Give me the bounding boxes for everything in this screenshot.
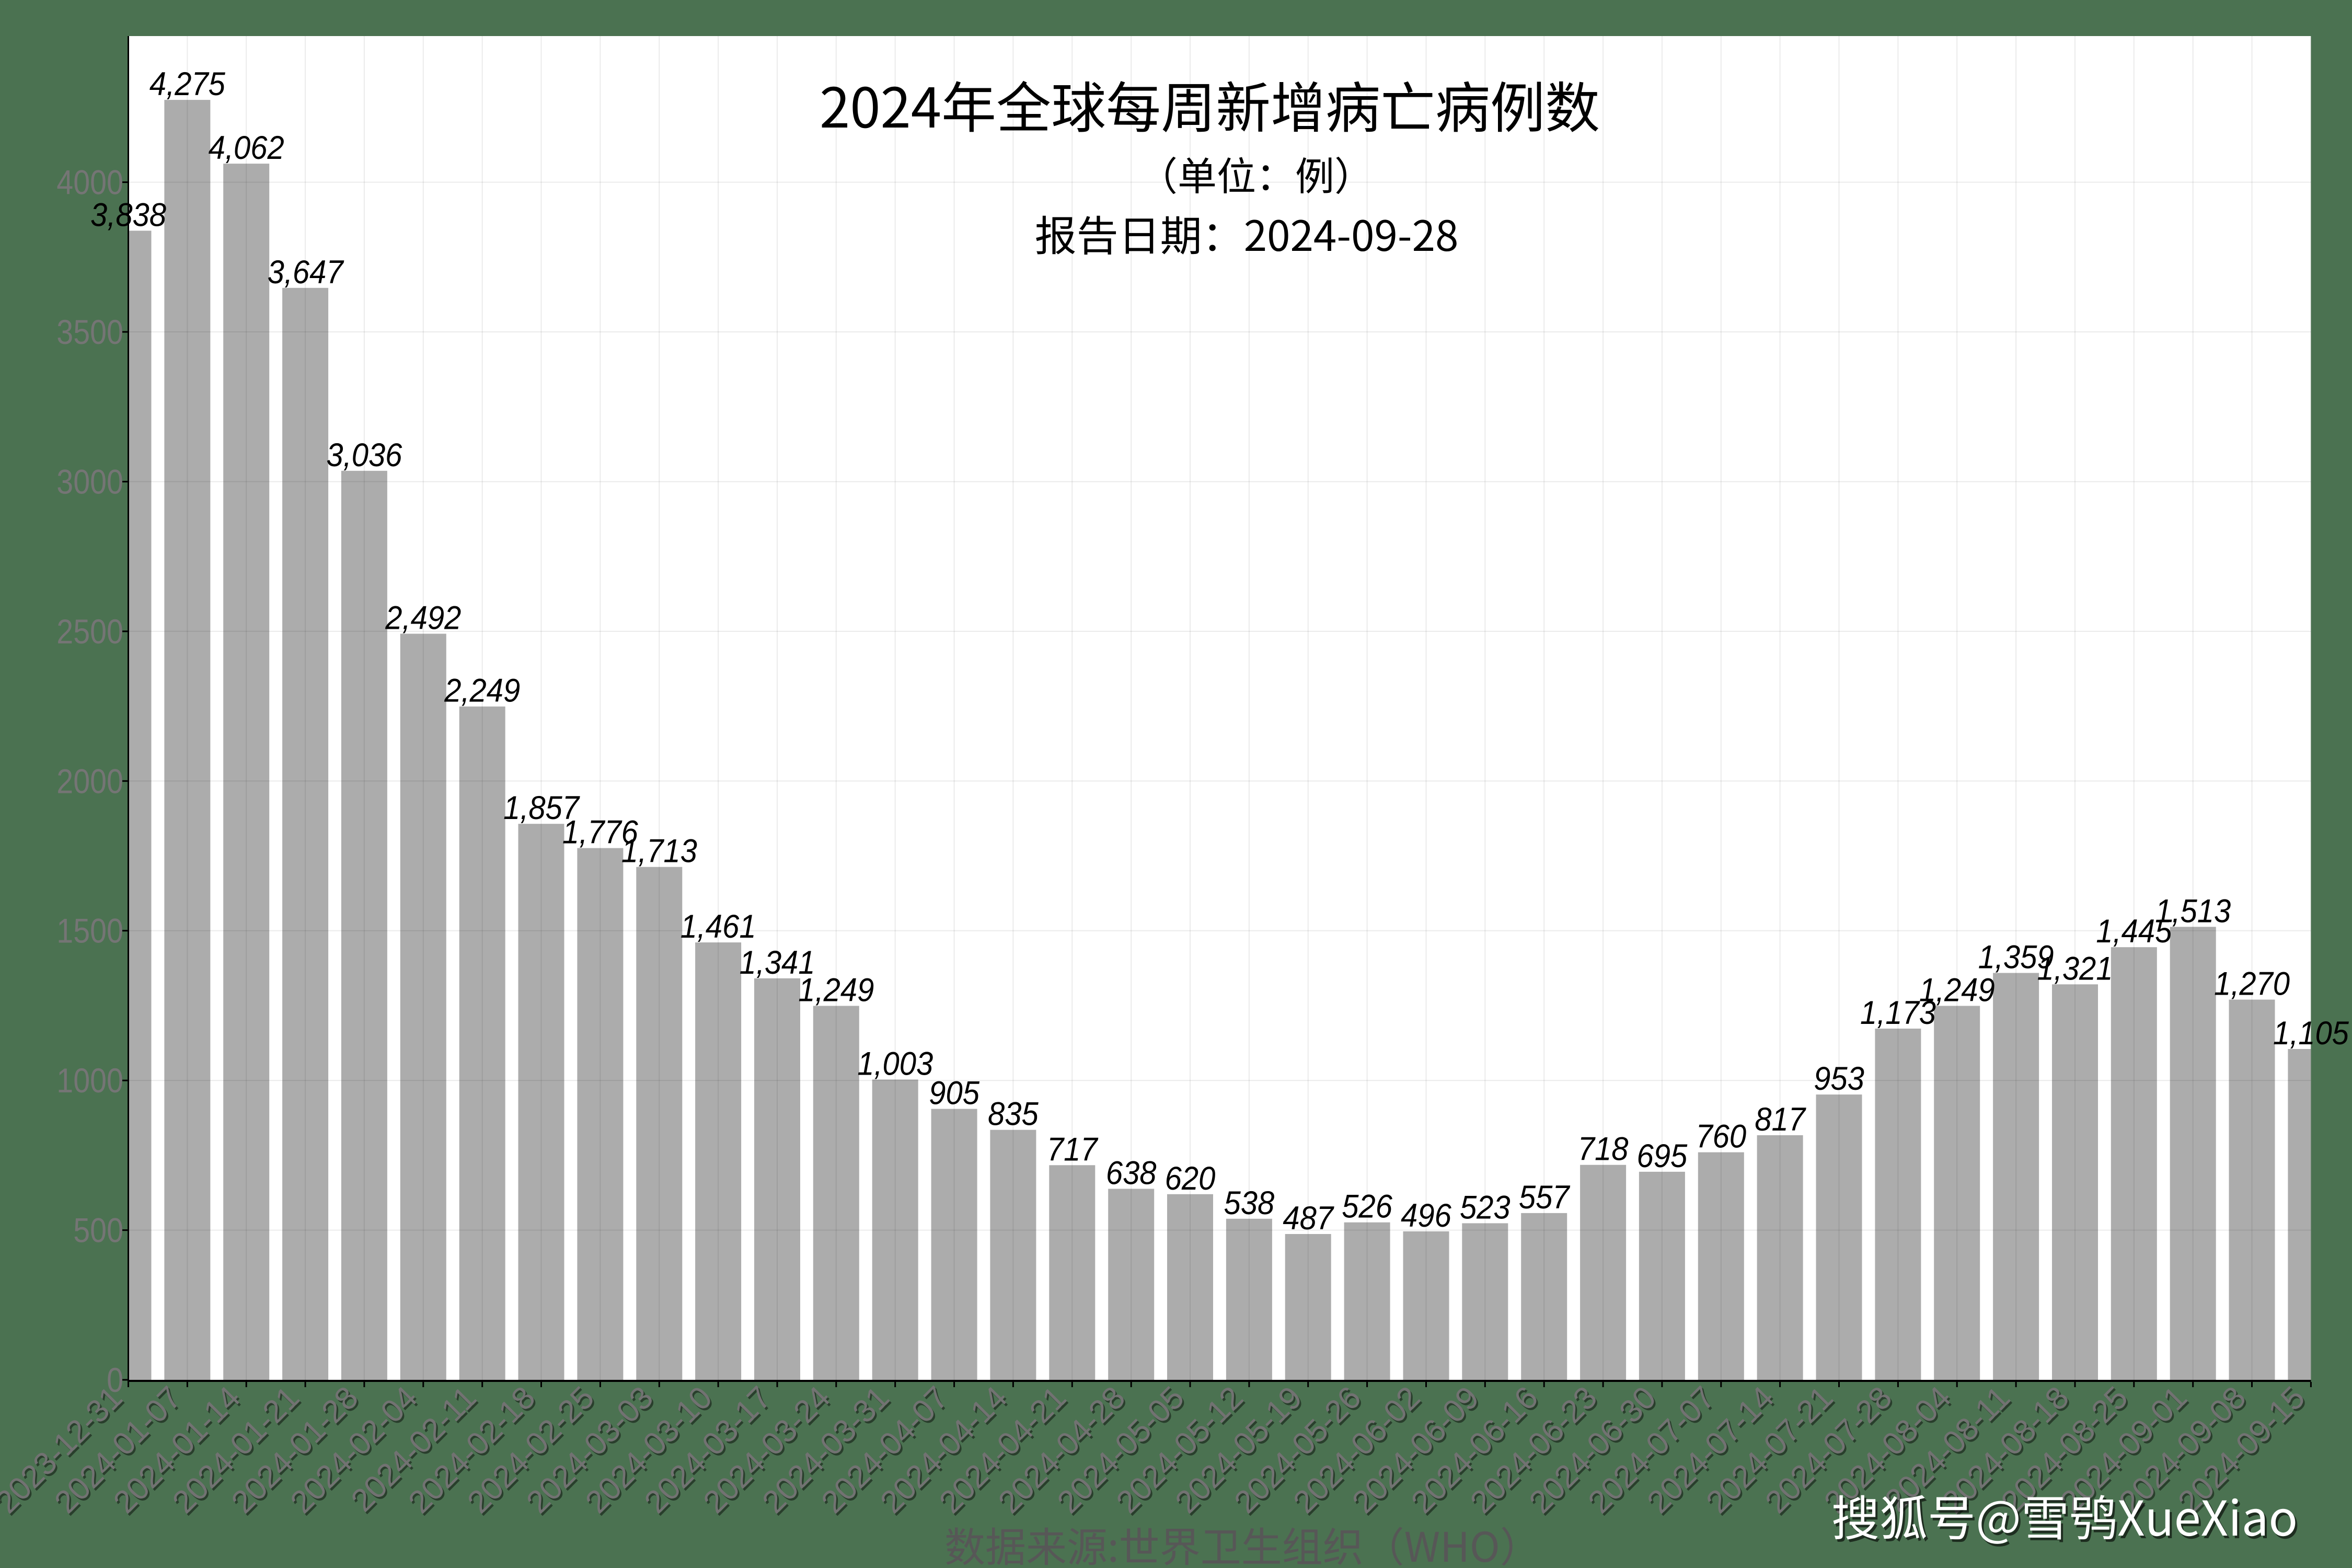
svg-text:538: 538 bbox=[1224, 1184, 1275, 1221]
svg-text:1,461: 1,461 bbox=[681, 908, 756, 945]
svg-text:526: 526 bbox=[1342, 1187, 1392, 1225]
svg-text:1,513: 1,513 bbox=[2155, 892, 2231, 929]
svg-text:1,249: 1,249 bbox=[798, 971, 874, 1008]
svg-text:3,838: 3,838 bbox=[90, 196, 166, 233]
svg-text:1,105: 1,105 bbox=[2273, 1014, 2349, 1052]
svg-text:1,857: 1,857 bbox=[503, 789, 580, 826]
svg-text:2,492: 2,492 bbox=[385, 599, 461, 636]
svg-text:4,275: 4,275 bbox=[149, 65, 225, 102]
svg-text:557: 557 bbox=[1519, 1179, 1571, 1216]
svg-text:620: 620 bbox=[1165, 1160, 1216, 1197]
svg-text:1,270: 1,270 bbox=[2214, 965, 2290, 1002]
svg-text:953: 953 bbox=[1814, 1060, 1864, 1097]
svg-text:2,249: 2,249 bbox=[444, 672, 520, 709]
svg-text:695: 695 bbox=[1637, 1137, 1688, 1174]
svg-text:1,249: 1,249 bbox=[1919, 971, 1995, 1008]
svg-text:4,062: 4,062 bbox=[209, 129, 284, 166]
svg-text:487: 487 bbox=[1283, 1200, 1334, 1237]
svg-text:1,341: 1,341 bbox=[739, 944, 815, 981]
svg-text:638: 638 bbox=[1106, 1154, 1157, 1191]
svg-text:1,713: 1,713 bbox=[621, 832, 697, 869]
svg-text:1,173: 1,173 bbox=[1860, 994, 1936, 1031]
svg-text:717: 717 bbox=[1047, 1131, 1099, 1168]
svg-text:0: 0 bbox=[107, 1361, 123, 1400]
svg-text:718: 718 bbox=[1578, 1130, 1629, 1167]
svg-text:1500: 1500 bbox=[56, 912, 123, 951]
svg-text:1,359: 1,359 bbox=[1978, 938, 2054, 975]
svg-text:3500: 3500 bbox=[56, 313, 123, 352]
svg-text:2500: 2500 bbox=[56, 613, 123, 651]
svg-text:817: 817 bbox=[1755, 1101, 1806, 1138]
svg-text:760: 760 bbox=[1696, 1117, 1746, 1155]
svg-text:1,003: 1,003 bbox=[857, 1045, 933, 1082]
svg-text:835: 835 bbox=[988, 1095, 1039, 1132]
svg-text:3,036: 3,036 bbox=[326, 436, 402, 474]
svg-text:2000: 2000 bbox=[56, 763, 123, 801]
svg-text:1000: 1000 bbox=[56, 1062, 123, 1101]
svg-text:4000: 4000 bbox=[56, 164, 123, 202]
svg-text:1,776: 1,776 bbox=[562, 813, 638, 850]
svg-text:500: 500 bbox=[73, 1212, 123, 1250]
svg-text:1,445: 1,445 bbox=[2096, 913, 2172, 950]
svg-text:523: 523 bbox=[1460, 1189, 1511, 1226]
svg-text:496: 496 bbox=[1401, 1197, 1451, 1234]
svg-text:905: 905 bbox=[929, 1074, 979, 1111]
svg-text:3000: 3000 bbox=[56, 463, 123, 502]
svg-text:3,647: 3,647 bbox=[268, 253, 344, 291]
svg-text:1,321: 1,321 bbox=[2037, 950, 2113, 987]
